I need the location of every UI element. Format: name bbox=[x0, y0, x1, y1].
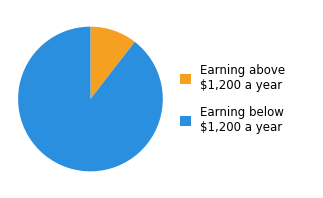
Wedge shape bbox=[18, 27, 163, 171]
Legend: Earning above
$1,200 a year, Earning below
$1,200 a year: Earning above $1,200 a year, Earning bel… bbox=[180, 64, 286, 134]
Wedge shape bbox=[90, 27, 135, 99]
